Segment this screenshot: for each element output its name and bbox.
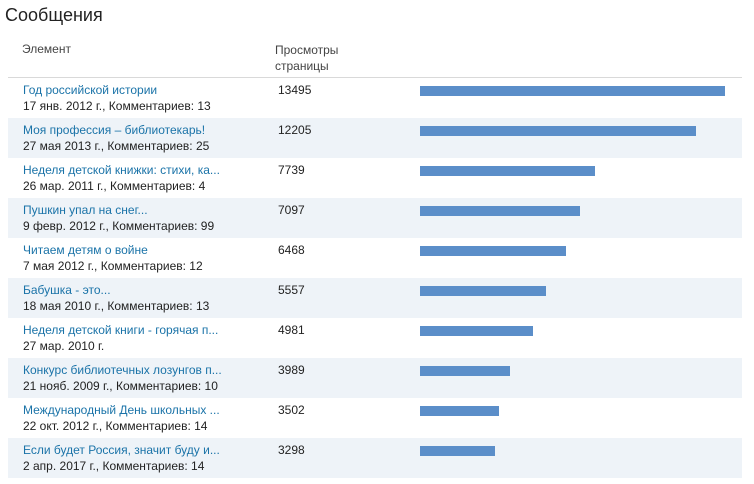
page-views-count: 13495 xyxy=(278,83,312,97)
table-row: Пушкин упал на снег... 9 февр. 2012 г., К… xyxy=(8,198,742,238)
post-title-link[interactable]: Моя профессия – библиотекарь! xyxy=(23,123,206,137)
table-row: Неделя детской книжки: стихи, ка... 26 ма… xyxy=(8,158,742,198)
post-meta: 7 мая 2012 г., Комментариев: 12 xyxy=(23,259,203,273)
post-title-link[interactable]: Год российской истории xyxy=(23,83,158,97)
page-title: Сообщения xyxy=(5,5,103,25)
page-views-count: 3298 xyxy=(278,443,305,457)
page-views-bar xyxy=(420,126,696,136)
column-header-views-line1: Просмотры xyxy=(275,43,339,57)
post-meta: 17 янв. 2012 г., Комментариев: 13 xyxy=(23,99,211,113)
post-meta: 27 мая 2013 г., Комментариев: 25 xyxy=(23,139,210,153)
page-views-count: 6468 xyxy=(278,243,305,257)
post-meta: 2 апр. 2017 г., Комментариев: 14 xyxy=(23,459,205,473)
page-views-bar xyxy=(420,366,510,376)
table-row: Международный День школьных ... 22 окт. 2… xyxy=(8,398,742,438)
table-row: Если будет Россия, значит буду и... 2 апр… xyxy=(8,438,742,478)
table-row: Читаем детям о войне 7 мая 2012 г., Комме… xyxy=(8,238,742,278)
table-row: Моя профессия – библиотекарь! 27 мая 2013… xyxy=(8,118,742,158)
post-meta: 9 февр. 2012 г., Комментариев: 99 xyxy=(23,219,215,233)
page-views-bar xyxy=(420,246,566,256)
post-meta: 21 нояб. 2009 г., Комментариев: 10 xyxy=(23,379,218,393)
post-meta: 18 мая 2010 г., Комментариев: 13 xyxy=(23,299,210,313)
table-header: Элемент Просмотры страницы xyxy=(8,37,742,78)
table-row: Конкурс библиотечных лозунгов п... 21 ноя… xyxy=(8,358,742,398)
column-header-element: Элемент xyxy=(22,42,71,56)
table-row: Год российской истории 17 янв. 2012 г., К… xyxy=(8,78,742,118)
page-views-count: 3502 xyxy=(278,403,305,417)
page-views-bar xyxy=(420,446,495,456)
post-title-link[interactable]: Неделя детской книжки: стихи, ка... xyxy=(23,163,220,177)
page-views-bar xyxy=(420,286,546,296)
page-views-bar xyxy=(420,166,595,176)
page-views-count: 4981 xyxy=(278,323,305,337)
post-title-link[interactable]: Конкурс библиотечных лозунгов п... xyxy=(23,363,222,377)
page-views-count: 7739 xyxy=(278,163,305,177)
table-row: Неделя детской книги - горячая п... 27 ма… xyxy=(8,318,742,358)
page-views-count: 7097 xyxy=(278,203,305,217)
post-title-link[interactable]: Читаем детям о войне xyxy=(23,243,148,257)
page-views-count: 5557 xyxy=(278,283,305,297)
post-title-link[interactable]: Международный День школьных ... xyxy=(23,403,220,417)
post-title-link[interactable]: Если будет Россия, значит буду и... xyxy=(23,443,220,457)
post-meta: 26 мар. 2011 г., Комментариев: 4 xyxy=(23,179,206,193)
page-views-bar xyxy=(420,326,533,336)
table-row: Бабушка - это... 18 мая 2010 г., Коммента… xyxy=(8,278,742,318)
column-header-views-line2: страницы xyxy=(275,59,329,73)
page-views-count: 3989 xyxy=(278,363,305,377)
post-meta: 27 мар. 2010 г. xyxy=(23,339,105,353)
post-title-link[interactable]: Бабушка - это... xyxy=(23,283,111,297)
post-title-link[interactable]: Неделя детской книги - горячая п... xyxy=(23,323,219,337)
column-header-views: Просмотры страницы xyxy=(275,42,338,74)
page-views-bar xyxy=(420,406,499,416)
post-title-link[interactable]: Пушкин упал на снег... xyxy=(23,203,148,217)
page-views-bar xyxy=(420,206,580,216)
table-body: Год российской истории 17 янв. 2012 г., К… xyxy=(8,78,742,478)
posts-table: Элемент Просмотры страницы Год российско… xyxy=(8,37,742,478)
post-meta: 22 окт. 2012 г., Комментариев: 14 xyxy=(23,419,208,433)
page-views-count: 12205 xyxy=(278,123,312,137)
page-views-bar xyxy=(420,86,725,96)
